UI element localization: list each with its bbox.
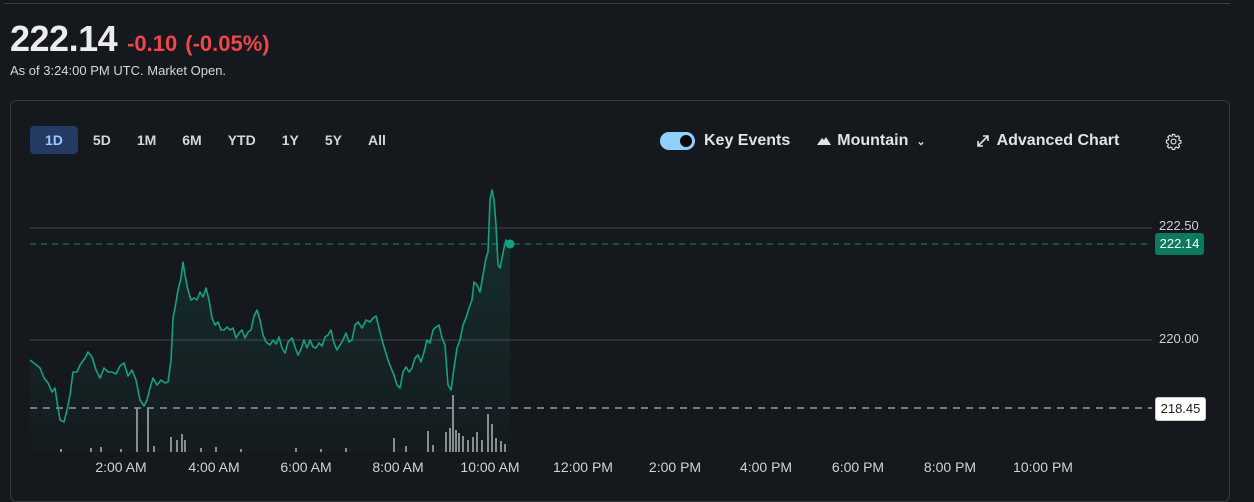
chart-type-label: Mountain — [837, 132, 909, 149]
range-tab-5d[interactable]: 5D — [92, 132, 111, 148]
expand-arrows-icon — [976, 135, 989, 147]
price-change: -0.10 — [127, 31, 178, 56]
as-of-timestamp: As of 3:24:00 PM UTC. Market Open. — [10, 63, 227, 78]
range-tab-1m[interactable]: 1M — [136, 132, 157, 148]
price-area — [30, 190, 510, 452]
current-price-dot — [505, 239, 515, 249]
x-tick: 12:00 PM — [553, 459, 613, 475]
x-tick: 4:00 AM — [188, 459, 240, 475]
advanced-chart-button[interactable]: Advanced Chart — [976, 132, 1120, 150]
range-tab-5y[interactable]: 5Y — [324, 132, 342, 148]
toggle-knob — [680, 135, 692, 147]
gear-icon — [1166, 133, 1182, 150]
current-price-tag: 222.14 — [1155, 233, 1204, 255]
x-tick: 6:00 PM — [831, 459, 885, 475]
toggle-switch[interactable] — [660, 132, 695, 150]
settings-button[interactable] — [1165, 133, 1182, 150]
current-price: 222.14 — [10, 18, 118, 59]
chart-toolbar: Key Events Mountain ⌄ Advanced Chart — [660, 128, 1182, 154]
mountain-icon — [817, 137, 832, 145]
x-tick: 8:00 AM — [372, 459, 424, 475]
price-change-percent: (-0.05%) — [185, 31, 270, 56]
chevron-down-icon: ⌄ — [916, 135, 926, 148]
range-tab-1y[interactable]: 1Y — [281, 132, 299, 148]
chart-type-dropdown[interactable]: Mountain ⌄ — [817, 132, 926, 150]
x-tick: 2:00 PM — [648, 459, 702, 475]
range-tabs: 1D 5D 1M 6M YTD 1Y 5Y All — [30, 126, 399, 154]
y-tick-220-00: 220.00 — [1159, 331, 1199, 346]
quote-header: 222.14 -0.10 (-0.05%) — [10, 18, 270, 60]
range-tab-6m[interactable]: 6M — [182, 132, 202, 148]
key-events-toggle[interactable]: Key Events — [660, 132, 790, 150]
top-divider — [4, 3, 1230, 4]
x-tick: 2:00 AM — [95, 459, 147, 475]
previous-close-tag: 218.45 — [1155, 397, 1206, 421]
range-tab-all[interactable]: All — [367, 132, 386, 148]
price-line — [29, 189, 511, 423]
range-tab-ytd[interactable]: YTD — [227, 132, 256, 148]
x-tick: 10:00 PM — [1013, 459, 1073, 475]
x-tick: 8:00 PM — [923, 459, 977, 475]
advanced-chart-label: Advanced Chart — [996, 132, 1120, 149]
x-tick: 10:00 AM — [460, 459, 520, 475]
key-events-label: Key Events — [704, 132, 791, 149]
x-tick: 4:00 PM — [739, 459, 793, 475]
y-tick-222-50: 222.50 — [1159, 218, 1199, 233]
x-tick: 6:00 AM — [280, 459, 332, 475]
range-tab-1d[interactable]: 1D — [30, 126, 78, 154]
